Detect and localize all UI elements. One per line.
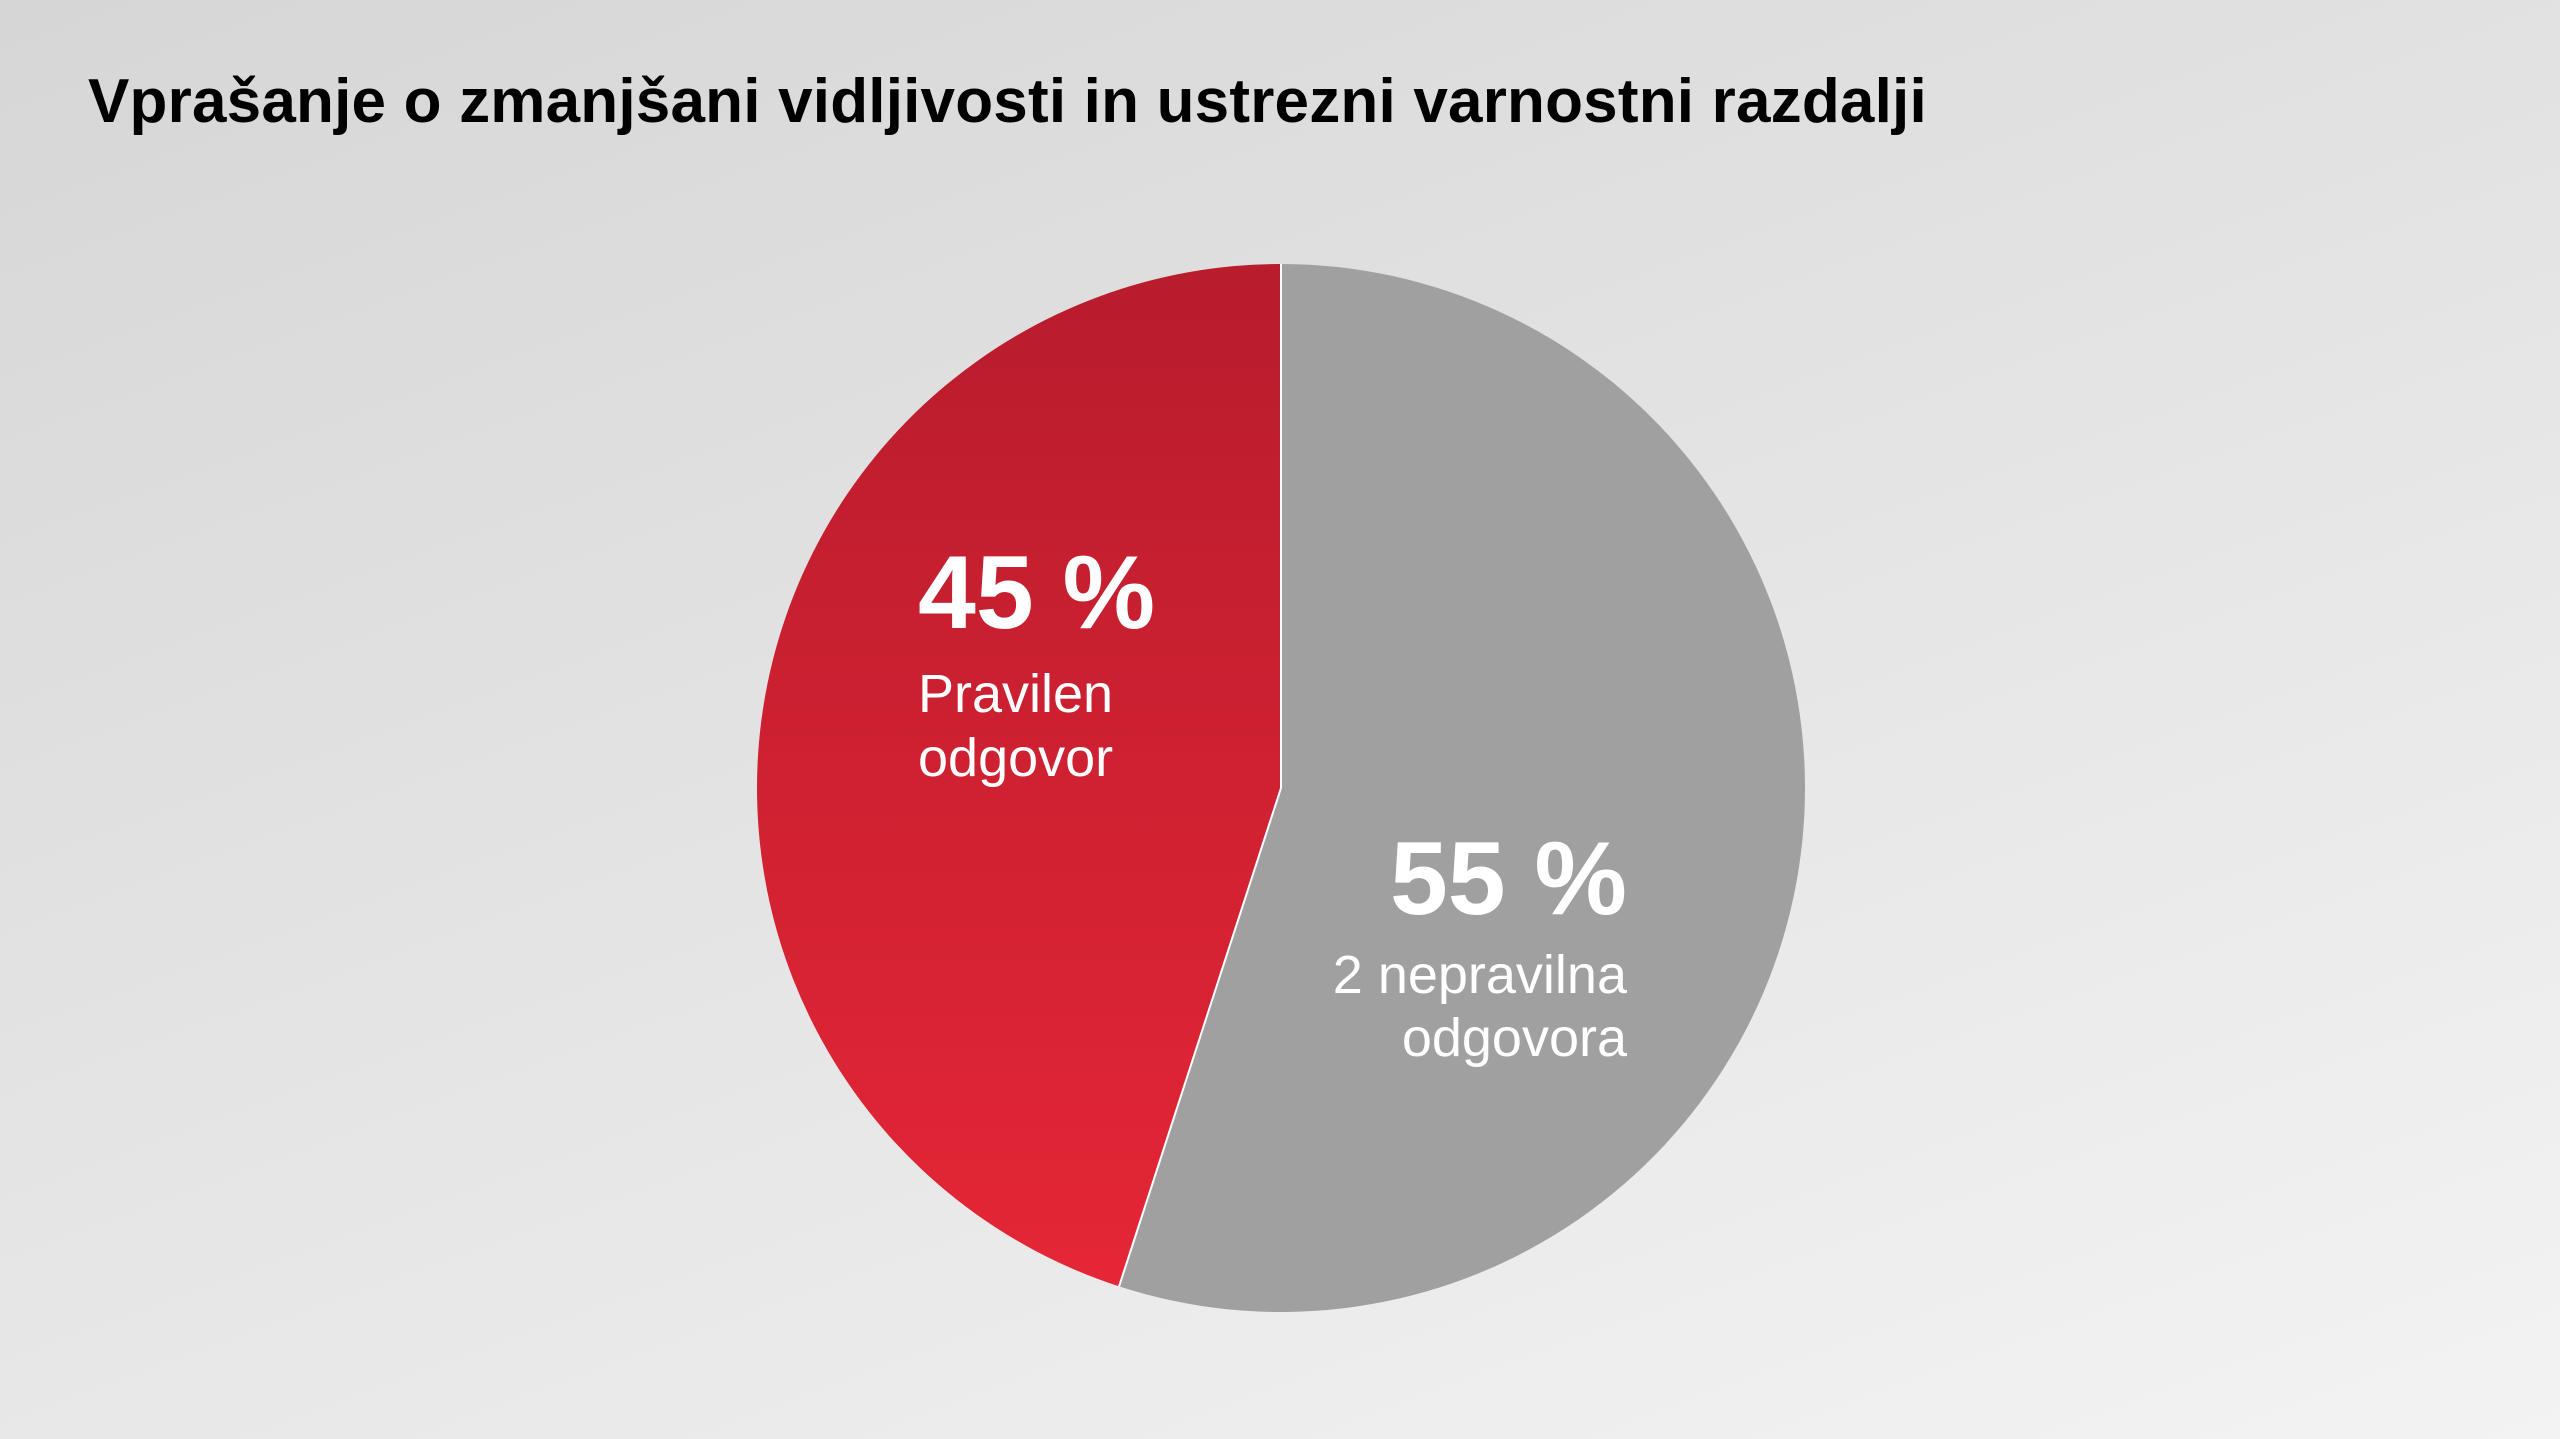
pie-slices: [757, 264, 1805, 1313]
slice-label-incorrect-line-1: 2 nepravilna: [1333, 945, 1628, 1005]
slice-label-correct-line-2: odgovor: [918, 728, 1113, 788]
slice-label-incorrect-line-2: odgovora: [1402, 1008, 1628, 1068]
percent-label-incorrect: 55 %: [1390, 821, 1627, 937]
pie-slice-correct: [757, 264, 1281, 1287]
slice-separator-1: [1118, 787, 1282, 1287]
slide-title: Vprašanje o zmanjšani vidljivosti in ust…: [88, 67, 1927, 136]
percent-label-correct: 45 %: [918, 535, 1155, 651]
slice-label-correct-line-1: Pravilen: [918, 664, 1113, 724]
pie-slice-incorrect: [1119, 264, 1805, 1313]
